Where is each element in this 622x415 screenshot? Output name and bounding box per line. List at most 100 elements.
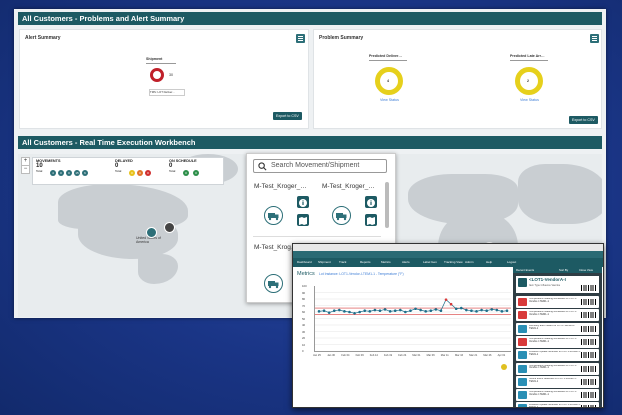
- tab-recent-events[interactable]: Recent Events: [516, 268, 535, 272]
- zoom-out-button[interactable]: −: [22, 165, 29, 172]
- nav-item-9[interactable]: Help: [486, 260, 493, 264]
- stat-movements[interactable]: MOVEMENTS 10 Total 4 0 0 15 6: [36, 159, 88, 176]
- gauge-ring-delivery[interactable]: [375, 67, 403, 95]
- alert-row[interactable]: Humidity alert raised for LOT1-Vendor-I-…: [516, 322, 599, 335]
- search-icon: [258, 162, 267, 171]
- alert-text: Temperature reading exceeded for LOT1-Ve…: [529, 311, 577, 317]
- window-titlebar: [293, 244, 603, 251]
- alert-row[interactable]: Temperature reading exceeded for LOT1-Ve…: [516, 296, 599, 308]
- temperature-point: [419, 308, 422, 312]
- alert-row[interactable]: Location update received for LOT1-Vendor…: [516, 349, 599, 362]
- map-icon[interactable]: [365, 214, 377, 226]
- temperature-point: [414, 307, 417, 311]
- view-status-link-delivery[interactable]: View Status: [380, 98, 399, 102]
- problem-export-csv-button[interactable]: Export to CSV: [569, 116, 598, 124]
- metrics-heading: Metrics: [297, 271, 315, 277]
- x-tick-label: Mar 26: [483, 354, 492, 357]
- temperature-series-line: [318, 299, 508, 314]
- y-tick-label: 10: [302, 342, 306, 347]
- gauge-ring-late[interactable]: [515, 67, 543, 95]
- alert-row[interactable]: Temperature reading exceeded for LOT1-Ve…: [516, 309, 599, 322]
- stat-on-schedule[interactable]: ON SCHEDULE 0 Total 0 0: [169, 159, 199, 176]
- alert-row[interactable]: Temperature reading exceeded for LOT1-Ve…: [516, 335, 599, 348]
- problem-summary-menu-button[interactable]: [590, 34, 599, 43]
- summary-section-bar: All Customers - Problems and Alert Summa…: [18, 12, 602, 25]
- delayed-dot-2: 0: [137, 170, 143, 176]
- info-icon[interactable]: [297, 196, 309, 208]
- x-tick-label: Mar 01: [412, 354, 421, 357]
- temperature-point: [358, 310, 361, 314]
- alert-row[interactable]: Location update received for LOT1-Vendor…: [516, 402, 599, 407]
- nav-item-6[interactable]: Label Gen: [423, 260, 437, 264]
- nav-item-4[interactable]: Metrics: [381, 260, 391, 264]
- alert-summary-menu-button[interactable]: [296, 34, 305, 43]
- alert-row[interactable]: Temperature reading exceeded for LOT1-Ve…: [516, 389, 599, 402]
- truck-icon[interactable]: [264, 274, 283, 293]
- events-side-panel: Recent Events Sort By Close View <LOT1-V…: [513, 267, 602, 407]
- temperature-point: [495, 308, 499, 312]
- truck-icon: [518, 324, 527, 333]
- tab-sort-by[interactable]: Sort By: [559, 268, 569, 272]
- map-marker-us-1[interactable]: [146, 227, 157, 238]
- location-pin-icon[interactable]: [501, 364, 507, 370]
- nav-item-5[interactable]: Alerts: [402, 260, 410, 264]
- nav-item-1[interactable]: Shipment: [318, 260, 331, 264]
- zoom-in-button[interactable]: +: [23, 158, 28, 164]
- map-icon[interactable]: [297, 214, 309, 226]
- land-north-america: [78, 214, 178, 259]
- map-marker-us-2[interactable]: [164, 222, 175, 233]
- map-label-us: United States of America: [136, 236, 161, 244]
- truck-icon[interactable]: [264, 206, 283, 225]
- x-tick-label: Feb 14: [369, 354, 378, 357]
- search-scrollbar[interactable]: [385, 182, 389, 228]
- temperature-point: [500, 310, 504, 313]
- temperature-plot[interactable]: [314, 286, 511, 352]
- shipment-item-3-name[interactable]: M-Test_Krog…: [254, 244, 298, 251]
- problem-summary-card: Problem Summary Predicted Deliver… 4 Vie…: [313, 29, 602, 129]
- truck-icon[interactable]: [332, 206, 351, 225]
- view-status-link-late[interactable]: View Status: [520, 98, 539, 102]
- shipment-legend[interactable]: TMS: LOT Deliver…: [149, 89, 185, 96]
- nav-item-2[interactable]: Track: [339, 260, 347, 264]
- summary-section-title: All Customers - Problems and Alert Summa…: [22, 14, 185, 23]
- temperature-point: [327, 311, 331, 314]
- search-input[interactable]: Search Movement/Shipment: [253, 159, 387, 173]
- stat-delayed[interactable]: DELAYED 0 Total 0 0 0: [115, 159, 151, 176]
- shipment-divider: [146, 63, 176, 64]
- gauge-divider-delivery: [369, 60, 407, 61]
- temperature-point: [480, 308, 483, 312]
- nav-item-3[interactable]: Reports: [360, 260, 371, 264]
- alert-text: Humidity alert raised for LOT1-Vendor-I-…: [529, 324, 576, 330]
- temperature-chart-svg[interactable]: [315, 286, 511, 351]
- barcode-icon: [581, 365, 596, 372]
- alert-export-csv-button[interactable]: Export to CSV: [273, 112, 302, 120]
- nav-item-10[interactable]: Logout: [507, 260, 517, 264]
- nav-item-7[interactable]: Tracking View: [444, 260, 463, 264]
- shipment-item-2-name[interactable]: M-Test_Kroger_…: [322, 183, 375, 190]
- lot-subtitle: Item Type Influence Vaccine: [529, 284, 561, 287]
- alert-row[interactable]: Shock event detected for LOT1-Vendor-I-T…: [516, 375, 599, 388]
- temperature-point: [373, 308, 377, 312]
- alert-text: Temperature reading exceeded for LOT1-Ve…: [529, 364, 577, 370]
- y-tick-label: 100: [302, 284, 307, 288]
- x-tick-label: Mar 16: [455, 354, 464, 357]
- info-icon[interactable]: [365, 196, 377, 208]
- y-tick-label: 90: [302, 290, 306, 295]
- shipment-item-1-name[interactable]: M-Test_Kroger_…: [254, 183, 307, 190]
- temperature-point: [404, 310, 407, 314]
- shipment-alert-count: 30: [169, 73, 173, 77]
- temperature-point: [343, 310, 346, 313]
- gauge-value-delivery: 4: [387, 79, 389, 83]
- y-tick-label: 70: [302, 303, 306, 308]
- x-tick-label: Apr 01: [497, 354, 506, 357]
- movement-dot-4: 15: [74, 170, 80, 176]
- alert-row[interactable]: Temperature reading exceeded for LOT1-Ve…: [516, 362, 599, 375]
- lot-title: <LOT1-VendorA-I: [529, 277, 566, 282]
- temperature-point: [434, 308, 438, 311]
- close-view-button[interactable]: Close View: [579, 268, 593, 272]
- temperature-point: [465, 308, 468, 312]
- nav-item-0[interactable]: Dashboard: [297, 260, 312, 264]
- truck-icon: [518, 391, 527, 400]
- nav-item-8[interactable]: Admin: [465, 260, 474, 264]
- shipment-alert-ring[interactable]: [150, 68, 164, 82]
